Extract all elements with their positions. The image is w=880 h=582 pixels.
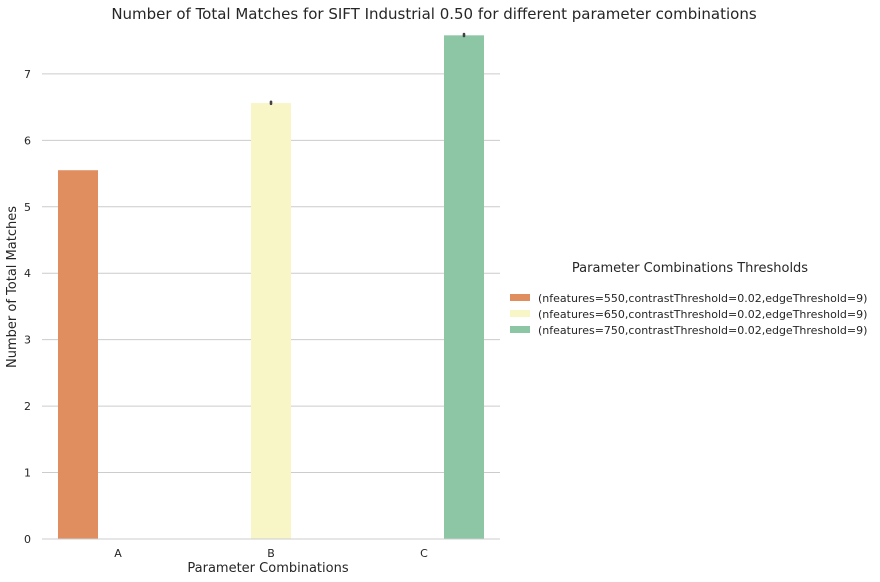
bar: [58, 170, 98, 539]
y-tick-label: 7: [24, 68, 31, 81]
x-tick-label: B: [267, 547, 275, 560]
y-tick-label: 6: [24, 134, 31, 147]
y-axis-label: Number of Total Matches: [5, 206, 20, 368]
x-tick-label: C: [420, 547, 428, 560]
bar: [444, 35, 484, 539]
y-tick-label: 5: [24, 201, 31, 214]
error-bars: [269, 32, 466, 106]
legend-label: (nfeatures=650,contrastThreshold=0.02,ed…: [538, 308, 867, 321]
legend-label: (nfeatures=550,contrastThreshold=0.02,ed…: [538, 292, 867, 305]
chart-title: Number of Total Matches for SIFT Industr…: [111, 5, 757, 23]
bars: [58, 35, 484, 540]
x-axis-label: Parameter Combinations: [187, 561, 348, 576]
bar: [251, 103, 291, 540]
y-tick-labels: 0 1 2 3 4 5 6 7: [24, 68, 31, 546]
y-tick-label: 1: [24, 467, 31, 480]
y-tick-label: 4: [24, 267, 31, 280]
legend-title: Parameter Combinations Thresholds: [572, 261, 808, 276]
legend-swatch: [510, 294, 530, 301]
legend-label: (nfeatures=750,contrastThreshold=0.02,ed…: [538, 324, 867, 337]
y-tick-label: 2: [24, 400, 31, 413]
x-tick-label: A: [114, 547, 122, 560]
x-tick-labels: A B C: [114, 547, 428, 560]
y-tick-label: 0: [24, 533, 31, 546]
y-tick-label: 3: [24, 334, 31, 347]
legend-swatch: [510, 310, 530, 317]
legend: Parameter Combinations Thresholds (nfeat…: [510, 261, 867, 337]
legend-swatch: [510, 326, 530, 333]
